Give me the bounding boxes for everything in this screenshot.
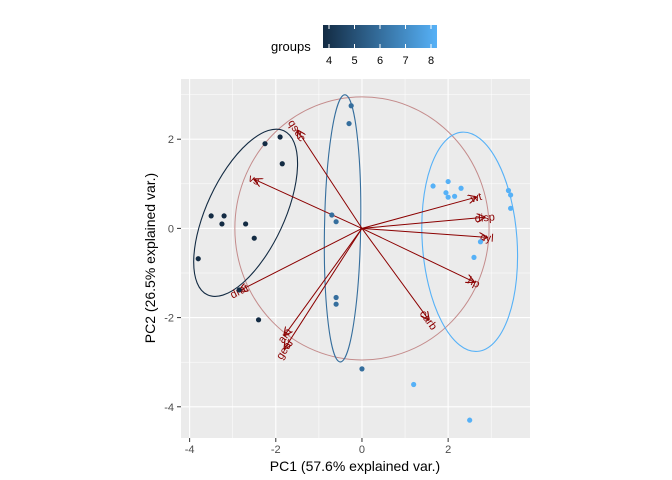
data-point <box>262 141 268 147</box>
loading-arrow-carb <box>361 228 429 319</box>
legend-title: groups <box>271 39 311 54</box>
data-point <box>333 294 339 301</box>
data-point <box>195 256 201 262</box>
group-ellipses <box>193 94 519 363</box>
correlation-circle-ring <box>234 96 490 361</box>
loading-label-wt: wt <box>469 191 484 206</box>
data-point <box>236 287 242 293</box>
y-axis-title: PC2 (26.5% explained var.) <box>142 173 158 343</box>
loading-arrow-wt <box>361 197 476 229</box>
x-tick-label: 2 <box>445 444 451 456</box>
data-point <box>430 183 436 189</box>
legend: groups 4 5 6 7 8 <box>271 25 437 67</box>
data-point <box>346 120 352 127</box>
y-tick-label: 2 <box>168 134 174 146</box>
loading-arrow-gear <box>284 228 363 348</box>
loading-arrow-am <box>284 228 363 335</box>
legend-tick-label: 7 <box>402 55 408 67</box>
loading-arrow-drat <box>239 227 363 290</box>
legend-colorbar <box>323 25 437 48</box>
data-point <box>508 192 514 198</box>
data-point <box>219 221 225 227</box>
legend-tick-label: 6 <box>377 55 383 67</box>
data-point <box>251 235 257 241</box>
x-axis-title: PC1 (57.6% explained var.) <box>270 458 440 474</box>
data-point <box>243 221 249 227</box>
data-point <box>467 417 473 423</box>
loading-arrow-hp <box>361 227 474 282</box>
data-point <box>221 213 227 219</box>
loading-label-cyl: cyl <box>480 232 494 245</box>
group-ellipse-8 <box>421 131 519 352</box>
data-point <box>451 193 458 199</box>
data-point <box>333 301 339 307</box>
x-tick-label: -4 <box>185 444 195 456</box>
x-tick-label: 0 <box>359 444 365 456</box>
data-point <box>471 254 477 260</box>
legend-tick-label: 4 <box>326 55 332 67</box>
data-point <box>255 317 262 323</box>
loading-arrow-disp <box>361 217 485 229</box>
loading-label-vs: vs <box>246 173 261 189</box>
axes: -4 -2 0 2 -4 -2 0 2 <box>164 134 451 456</box>
loading-arrow-cyl <box>361 227 487 237</box>
data-point <box>411 381 417 388</box>
x-tick-label: -2 <box>271 444 281 456</box>
data-point <box>458 185 464 191</box>
data-point <box>445 178 451 185</box>
y-tick-label: -2 <box>164 313 174 325</box>
data-point <box>277 134 283 140</box>
plot-panel <box>181 79 530 438</box>
data-point <box>333 219 339 225</box>
data-point <box>445 194 451 200</box>
loading-arrow-vs <box>254 179 363 229</box>
data-point <box>508 205 514 211</box>
loading-label-hp: hp <box>465 275 481 291</box>
loading-arrow-qsec <box>297 130 363 229</box>
data-points <box>195 103 514 423</box>
legend-tick-label: 8 <box>428 55 434 67</box>
group-ellipse-4 <box>193 128 299 297</box>
legend-ticks: 4 5 6 7 8 <box>326 25 434 67</box>
loading-label-disp: disp <box>474 211 495 225</box>
data-point <box>348 103 354 109</box>
grid-lines <box>181 79 530 438</box>
y-tick-label: 0 <box>168 223 174 235</box>
data-point <box>443 190 449 196</box>
correlation-circle <box>234 96 490 361</box>
data-point <box>279 161 285 167</box>
data-point <box>505 187 512 194</box>
legend-tick-label: 5 <box>351 55 357 67</box>
data-point <box>208 213 214 219</box>
data-point <box>359 366 365 372</box>
y-tick-label: -4 <box>164 402 174 414</box>
data-point <box>329 212 335 218</box>
data-point <box>477 239 484 245</box>
